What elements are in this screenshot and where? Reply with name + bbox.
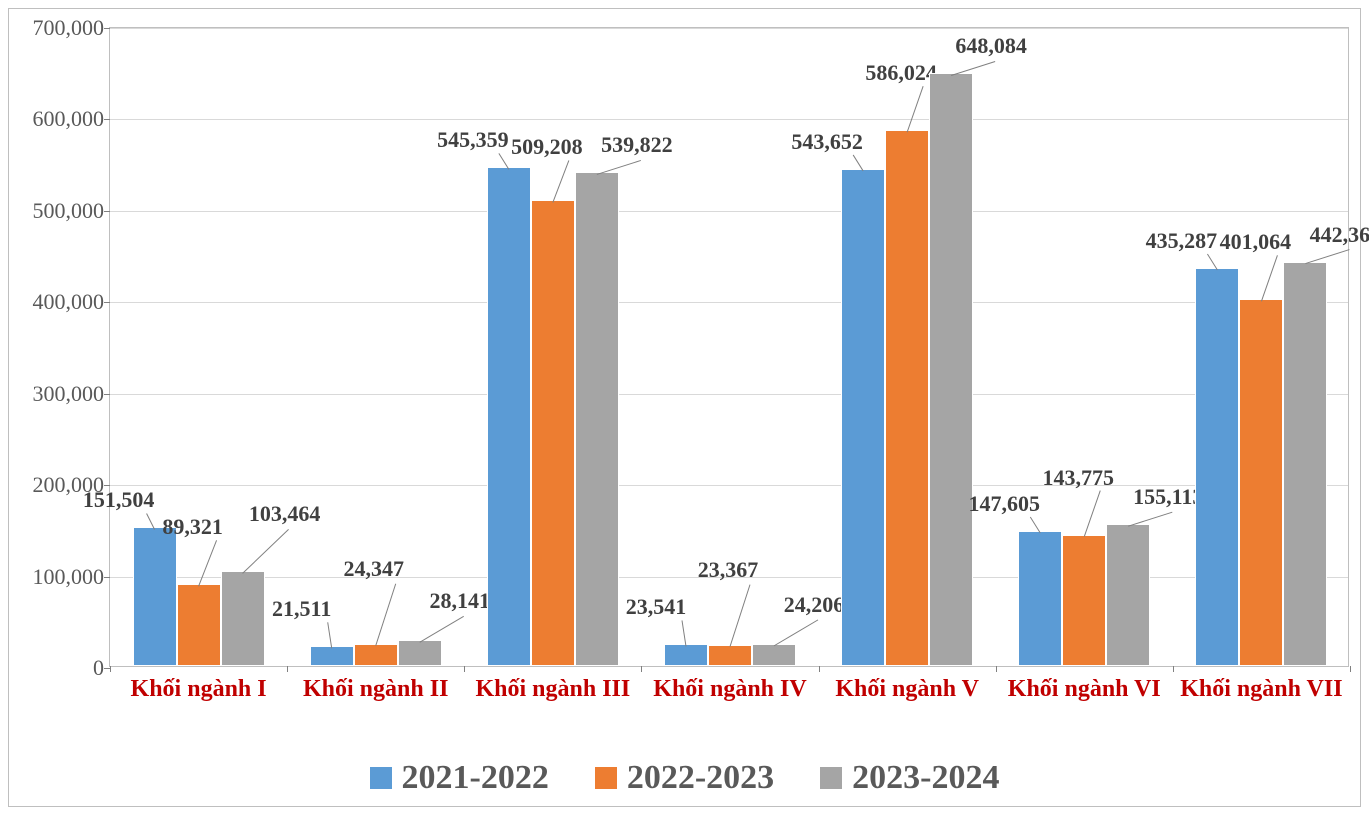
y-tick-label: 700,000	[33, 15, 111, 41]
bar	[1062, 535, 1106, 666]
legend-swatch	[595, 767, 617, 789]
y-tick-label: 500,000	[33, 198, 111, 224]
y-tick-label: 600,000	[33, 106, 111, 132]
bar	[133, 527, 177, 666]
legend-label: 2023-2024	[852, 759, 999, 797]
data-label: 401,064	[1210, 229, 1300, 255]
bar	[310, 646, 354, 666]
data-label: 103,464	[240, 501, 330, 527]
y-tick-label: 400,000	[33, 289, 111, 315]
gridline	[110, 28, 1348, 29]
legend-label: 2021-2022	[402, 759, 549, 797]
data-label: 23,541	[611, 594, 701, 620]
bar	[1106, 524, 1150, 666]
data-label: 23,367	[683, 557, 773, 583]
bar	[398, 640, 442, 666]
category-label: Khối ngành VI	[996, 666, 1173, 704]
data-label: 648,084	[946, 33, 1036, 59]
legend-item: 2022-2023	[595, 759, 774, 797]
bar	[841, 169, 885, 666]
bar	[929, 73, 973, 666]
category-label: Khối ngành IV	[641, 666, 818, 704]
category-label: Khối ngành I	[110, 666, 287, 704]
category-label: Khối ngành V	[819, 666, 996, 704]
bar	[1239, 299, 1283, 666]
x-tick-mark	[110, 666, 111, 672]
data-label: 24,347	[329, 556, 419, 582]
category-label: Khối ngành II	[287, 666, 464, 704]
legend-item: 2023-2024	[820, 759, 999, 797]
data-label: 442,362	[1300, 222, 1369, 248]
y-tick-label: 100,000	[33, 564, 111, 590]
data-label: 89,321	[148, 514, 238, 540]
bar	[1195, 268, 1239, 666]
data-label: 509,208	[502, 134, 592, 160]
bar	[752, 644, 796, 666]
bar	[1283, 262, 1327, 666]
data-label: 543,652	[782, 129, 872, 155]
gridline	[110, 302, 1348, 303]
y-tick-label: 0	[93, 655, 110, 681]
bar	[664, 644, 708, 666]
gridline	[110, 211, 1348, 212]
gridline	[110, 394, 1348, 395]
bar	[885, 130, 929, 666]
y-tick-label: 300,000	[33, 381, 111, 407]
plot-area: 0100,000200,000300,000400,000500,000600,…	[109, 27, 1349, 667]
bar	[354, 644, 398, 666]
category-label: Khối ngành III	[464, 666, 641, 704]
x-tick-mark	[1350, 666, 1351, 672]
bar	[531, 200, 575, 666]
category-label: Khối ngành VII	[1173, 666, 1350, 704]
data-label: 539,822	[592, 132, 682, 158]
legend-label: 2022-2023	[627, 759, 774, 797]
legend-item: 2021-2022	[370, 759, 549, 797]
bar	[575, 172, 619, 666]
bar	[708, 645, 752, 666]
legend-swatch	[370, 767, 392, 789]
bar	[487, 167, 531, 666]
chart-container: 0100,000200,000300,000400,000500,000600,…	[8, 8, 1361, 807]
bar	[177, 584, 221, 666]
data-label: 151,504	[74, 487, 164, 513]
legend: 2021-2022 2022-2023 2023-2024	[9, 759, 1360, 797]
bar	[1018, 531, 1062, 666]
data-label: 147,605	[959, 491, 1049, 517]
gridline	[110, 119, 1348, 120]
legend-swatch	[820, 767, 842, 789]
data-label: 143,775	[1033, 465, 1123, 491]
data-label: 21,511	[257, 596, 347, 622]
